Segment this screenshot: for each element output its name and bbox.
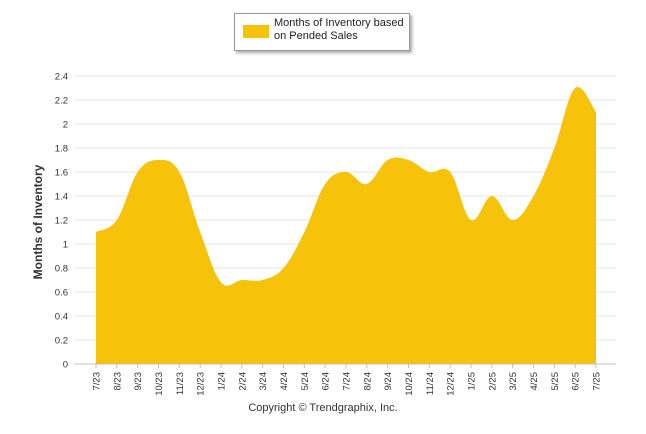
legend-label: Months of Inventory based on Pended Sale… [274,17,404,42]
y-tick-label: 1.8 [55,144,68,155]
x-tick-label: 6/25 [571,372,582,391]
copyright-text: Copyright © Trendgraphix, Inc. [248,402,398,414]
y-tick-label: 0.4 [55,312,68,323]
y-tick-label: 1.4 [55,192,68,203]
y-tick-label: 1.6 [55,168,68,179]
x-tick-labels: 7/23 8/23 9/23 10/23 11/23 12/23 1/24 2/24 3/24 4… [92,364,603,396]
x-tick-label: 9/24 [383,372,394,391]
y-tick-label: 0.6 [55,288,68,299]
x-tick-label: 2/24 [237,372,248,391]
y-tick-label: 2.4 [55,72,68,83]
x-tick-label: 5/25 [550,372,561,391]
x-tick-label: 6/24 [321,372,332,391]
x-tick-label: 11/23 [175,372,186,395]
legend: Months of Inventory based on Pended Sale… [234,13,410,51]
x-tick-label: 1/25 [467,372,478,391]
x-tick-label: 3/25 [508,372,519,391]
x-tick-label: 2/25 [487,372,498,391]
y-tick-label: 0.2 [55,336,68,347]
x-tick-label: 8/24 [362,372,373,391]
x-tick-label: 4/25 [529,372,540,391]
x-tick-label: 3/24 [258,372,269,391]
x-tick-label: 4/24 [279,372,290,391]
x-tick-label: 10/24 [404,372,415,396]
x-tick-label: 5/24 [300,372,311,391]
x-tick-label: 10/23 [154,372,165,396]
x-tick-label: 7/24 [342,372,353,391]
x-tick-label: 12/24 [446,372,457,396]
y-tick-label: 2.2 [55,96,68,107]
x-tick-label: 11/24 [425,372,436,395]
legend-swatch [243,25,269,38]
series-area [96,86,596,364]
x-tick-label: 8/23 [112,372,123,391]
x-tick-label: 9/23 [133,372,144,391]
x-tick-label: 7/23 [92,372,103,391]
y-tick-label: 0 [63,360,68,371]
y-tick-label: 0.8 [55,264,68,275]
y-tick-label: 2 [63,120,68,131]
x-tick-label: 12/23 [196,372,207,396]
x-tick-label: 1/24 [217,372,228,391]
y-tick-labels: 0 0.2 0.4 0.6 0.8 1 1.2 1.4 1.6 1.8 2 2.2 2.4 [55,72,68,371]
x-tick-label: 7/25 [592,372,603,391]
y-axis-label: Months of Inventory [31,164,45,279]
y-tick-label: 1 [63,240,68,251]
y-tick-label: 1.2 [55,216,68,227]
